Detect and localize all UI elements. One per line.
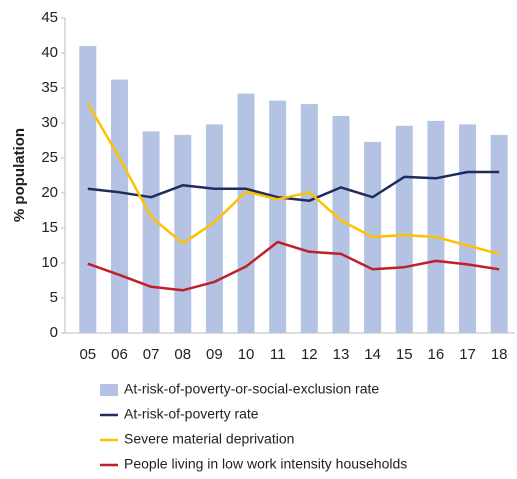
x-tick-label: 08 [174,346,191,363]
y-tick-label: 5 [50,289,58,306]
bar [459,124,477,334]
legend-label: At-risk-of-poverty rate [124,406,259,422]
bar [237,93,255,333]
legend-label: At-risk-of-poverty-or-social-exclusion r… [124,381,379,397]
line [86,102,500,256]
x-tick-label: 12 [301,346,318,363]
bar [205,124,223,334]
x-tick-label: 09 [206,346,223,363]
x-tick-label: 05 [79,346,96,363]
y-axis-label: % population [11,128,28,222]
bar [110,79,128,333]
line [87,170,500,202]
bar [427,120,445,334]
legend-swatch [100,384,118,396]
y-tick-label: 25 [41,149,58,166]
bar [395,125,413,333]
y-tick-label: 15 [41,219,58,236]
x-tick-label: 17 [459,346,476,363]
x-tick-label: 07 [143,346,160,363]
x-tick-label: 15 [396,346,413,363]
y-tick-label: 35 [41,79,58,96]
y-tick-label: 10 [41,254,58,271]
legend-label: Severe material deprivation [124,431,294,447]
bar [142,131,160,333]
line [87,240,500,292]
x-tick-label: 13 [333,346,350,363]
bar [174,134,192,333]
y-tick-label: 45 [41,9,58,26]
bar [269,100,287,333]
x-tick-label: 14 [364,346,381,363]
x-tick-label: 11 [270,346,286,363]
x-tick-label: 16 [428,346,445,363]
x-tick-label: 06 [111,346,128,363]
y-tick-label: 20 [41,184,58,201]
bar [490,134,508,333]
legend-label: People living in low work intensity hous… [124,456,407,472]
bar [300,104,318,333]
x-tick-label: 10 [238,346,255,363]
y-tick-label: 30 [41,114,58,131]
y-tick-label: 40 [41,44,58,61]
x-tick-label: 18 [491,346,508,363]
y-tick-label: 0 [50,324,58,341]
bar [332,116,350,333]
